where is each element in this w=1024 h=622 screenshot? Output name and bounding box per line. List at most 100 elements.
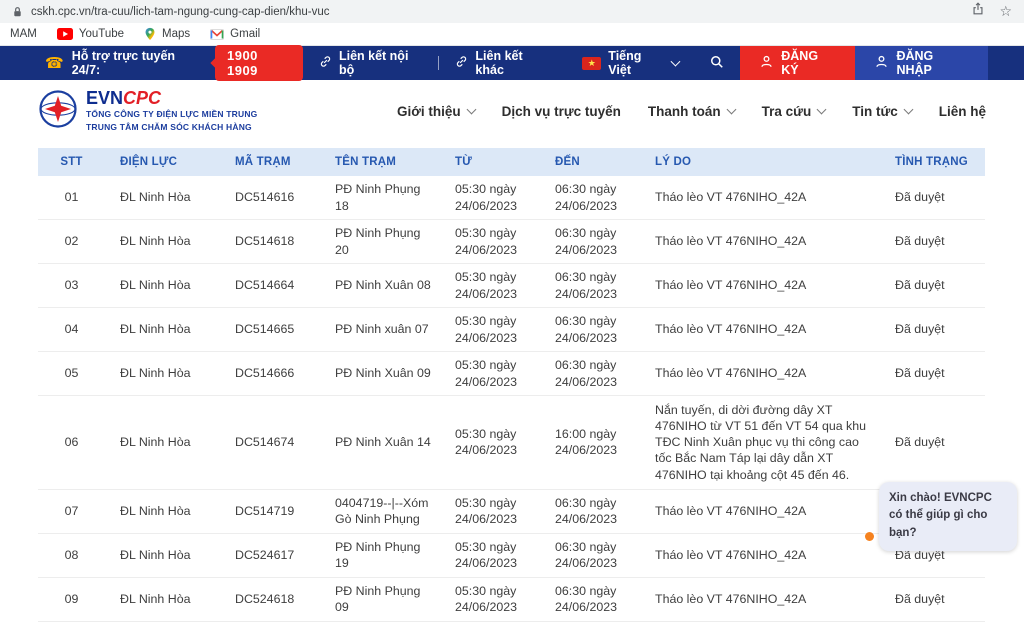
- nav-label: Tra cứu: [761, 103, 812, 119]
- bookmarks-bar: MAM YouTube Maps Gmail: [0, 23, 1024, 46]
- table-cell: 05:30 ngày 24/06/2023: [455, 584, 518, 615]
- table-cell: PĐ Ninh xuân 07: [335, 322, 429, 337]
- table-cell: 05:30 ngày 24/06/2023: [455, 314, 518, 345]
- table-cell: 06:30 ngày 24/06/2023: [555, 496, 618, 527]
- search-button[interactable]: [694, 46, 740, 80]
- table-cell: 05:30 ngày 24/06/2023: [455, 226, 518, 257]
- url-text[interactable]: cskh.cpc.vn/tra-cuu/lich-tam-ngung-cung-…: [31, 5, 330, 18]
- table-cell: Tháo lèo VT 476NIHO_42A: [655, 366, 807, 381]
- chat-greeting-bubble[interactable]: Xin chào! EVNCPC có thể giúp gì cho bạn?: [865, 481, 1017, 551]
- hotline-badge: 1900 1909: [214, 45, 303, 81]
- table-cell: DC524617: [235, 548, 295, 563]
- nav-item-lien-he[interactable]: Liên hệ: [939, 104, 986, 119]
- header-cell: TÊN TRẠM: [335, 156, 397, 168]
- table-cell: Tháo lèo VT 476NIHO_42A: [655, 548, 807, 563]
- table-cell: 09: [64, 592, 79, 607]
- table-cell: ĐL Ninh Hòa: [120, 234, 191, 249]
- nav-label: Thanh toán: [647, 103, 721, 119]
- share-icon[interactable]: [971, 2, 985, 21]
- vietnam-flag-icon: ★: [582, 56, 602, 70]
- bookmark-star-icon[interactable]: ☆: [999, 3, 1012, 19]
- user-icon: [875, 55, 888, 71]
- nav-item-gioi-thieu[interactable]: Giới thiệu: [396, 103, 477, 119]
- nav-label: Dịch vụ trực tuyến: [501, 103, 621, 119]
- language-selector[interactable]: ★ Tiếng Việt: [566, 46, 694, 80]
- table-row: 05 ĐL Ninh Hòa DC514666 PĐ Ninh Xuân 09 05:3…: [38, 352, 985, 396]
- table-cell: 06:30 ngày 24/06/2023: [555, 182, 618, 213]
- browser-address-bar[interactable]: cskh.cpc.vn/tra-cuu/lich-tam-ngung-cung-…: [0, 0, 1024, 23]
- table-cell: ĐL Ninh Hòa: [120, 435, 191, 450]
- table-cell: 02: [64, 234, 79, 249]
- table-cell: 06: [64, 435, 79, 450]
- bookmark-label: MAM: [10, 28, 37, 40]
- table-cell: PĐ Ninh Phụng 09: [335, 584, 421, 615]
- bookmark-mam[interactable]: MAM: [10, 28, 37, 40]
- table-cell: 05:30 ngày 24/06/2023: [455, 427, 518, 458]
- link-icon: [319, 55, 332, 71]
- table-cell: PĐ Ninh Xuân 09: [335, 366, 431, 381]
- nav-item-thanh-toan[interactable]: Thanh toán: [647, 103, 737, 119]
- table-cell: DC514618: [235, 234, 295, 249]
- header-cell: MÃ TRẠM: [235, 156, 291, 168]
- bookmark-youtube[interactable]: YouTube: [56, 28, 124, 40]
- table-cell: 05:30 ngày 24/06/2023: [455, 270, 518, 301]
- chevron-down-icon: [816, 104, 827, 115]
- table-cell: DC514665: [235, 322, 295, 337]
- table-header-row: STT ĐIỆN LỰC MÃ TRẠM TÊN TRẠM TỪ ĐẾN LÝ DO TÌNH…: [38, 148, 985, 176]
- search-icon: [710, 55, 724, 72]
- login-label: ĐĂNG NHẬP: [896, 49, 934, 77]
- header-cell: TÌNH TRẠNG: [895, 156, 968, 168]
- table-cell: ĐL Ninh Hòa: [120, 548, 191, 563]
- table-cell: 06:30 ngày 24/06/2023: [555, 358, 618, 389]
- nav-item-tin-tuc[interactable]: Tin tức: [852, 103, 914, 119]
- nav-item-dich-vu-truc-tuyen[interactable]: Dịch vụ trực tuyến: [502, 104, 621, 119]
- table-cell: 05:30 ngày 24/06/2023: [455, 540, 518, 571]
- register-button[interactable]: ĐĂNG KÝ: [740, 46, 856, 80]
- divider: [438, 56, 440, 70]
- nav-item-tra-cuu[interactable]: Tra cứu: [761, 103, 827, 119]
- language-label: Tiếng Việt: [608, 49, 642, 77]
- table-cell: ĐL Ninh Hòa: [120, 190, 191, 205]
- table-row: 08 ĐL Ninh Hòa DC524617 PĐ Ninh Phụng 19 05:…: [38, 534, 985, 578]
- header-cell: ĐIỆN LỰC: [120, 156, 178, 168]
- table-cell: 05: [64, 366, 79, 381]
- table-row: 02 ĐL Ninh Hòa DC514618 PĐ Ninh Phụng 20 05:…: [38, 220, 985, 264]
- outage-table: STT ĐIỆN LỰC MÃ TRẠM TÊN TRẠM TỪ ĐẾN LÝ DO TÌNH…: [38, 148, 985, 622]
- table-row: 09 ĐL Ninh Hòa DC524618 PĐ Ninh Phụng 09 05:…: [38, 578, 985, 622]
- table-row: 03 ĐL Ninh Hòa DC514664 PĐ Ninh Xuân 08 05:3…: [38, 264, 985, 308]
- table-cell: ĐL Ninh Hòa: [120, 278, 191, 293]
- youtube-icon: [56, 28, 73, 40]
- table-cell: ĐL Ninh Hòa: [120, 366, 191, 381]
- nav-label: Liên hệ: [938, 103, 986, 119]
- table-cell: DC514674: [235, 435, 295, 450]
- support-label: Hỗ trợ trực tuyến 24/7:: [71, 49, 176, 77]
- table-cell: Đã duyệt: [895, 322, 945, 337]
- company-name-line1: TỔNG CÔNG TY ĐIỆN LỰC MIỀN TRUNG: [86, 109, 258, 120]
- table-cell: 05:30 ngày 24/06/2023: [455, 496, 518, 527]
- table-cell: DC514666: [235, 366, 295, 381]
- table-cell: 03: [64, 278, 79, 293]
- table-cell: ĐL Ninh Hòa: [120, 322, 191, 337]
- chat-greeting-text: Xin chào! EVNCPC có thể giúp gì cho bạn?: [889, 491, 992, 540]
- evncpc-logo[interactable]: EVNCPC TỔNG CÔNG TY ĐIỆN LỰC MIỀN TRUNG …: [38, 88, 258, 134]
- chevron-down-icon: [903, 104, 914, 115]
- nav-label: Tin tức: [852, 103, 898, 119]
- table-cell: 05:30 ngày 24/06/2023: [455, 358, 518, 389]
- nav-label: Giới thiệu: [396, 103, 461, 119]
- table-cell: 06:30 ngày 24/06/2023: [555, 270, 618, 301]
- table-cell: 06:30 ngày 24/06/2023: [555, 314, 618, 345]
- bookmark-maps[interactable]: Maps: [144, 27, 190, 41]
- table-cell: Tháo lèo VT 476NIHO_42A: [655, 592, 807, 607]
- other-links-label: Liên kết khác: [475, 49, 523, 77]
- bookmark-gmail[interactable]: Gmail: [210, 28, 260, 40]
- table-cell: ĐL Ninh Hòa: [120, 504, 191, 519]
- table-cell: DC514719: [235, 504, 295, 519]
- internal-links[interactable]: Liên kết nội bộ: [303, 46, 439, 80]
- table-cell: 06:30 ngày 24/06/2023: [555, 226, 618, 257]
- table-cell: Đã duyệt: [895, 366, 945, 381]
- chevron-down-icon: [466, 104, 477, 115]
- gmail-icon: [210, 28, 225, 40]
- other-links[interactable]: Liên kết khác: [439, 46, 566, 80]
- utility-topbar: ☎ Hỗ trợ trực tuyến 24/7: 1900 1909 Liên…: [0, 45, 1024, 81]
- login-button[interactable]: ĐĂNG NHẬP: [855, 46, 988, 80]
